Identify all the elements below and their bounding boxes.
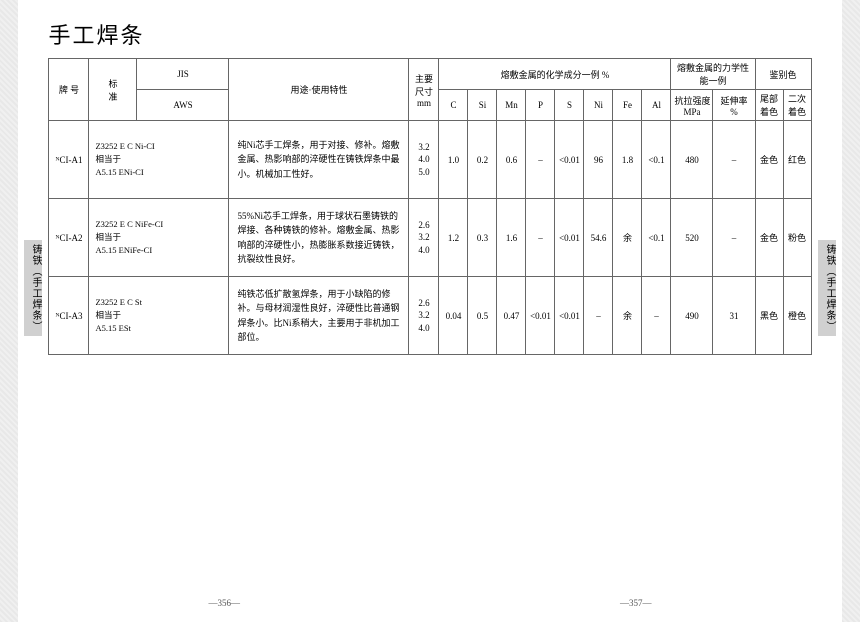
- cell-col1: 黑色: [755, 277, 783, 355]
- cell-elong: –: [713, 121, 755, 199]
- cell-S: <0.01: [555, 199, 584, 277]
- cell-Mn: 0.47: [497, 277, 526, 355]
- th-size: 主要 尺寸 mm: [409, 59, 439, 121]
- cell-P: –: [526, 199, 555, 277]
- cell-Si: 0.5: [468, 277, 497, 355]
- cell-std: Z3252 E C St 相当于 A5.15 ESt: [89, 277, 229, 355]
- cell-S: <0.01: [555, 121, 584, 199]
- page-title: 手工焊条: [48, 18, 811, 50]
- cell-std: Z3252 E C Ni-CI 相当于 A5.15 ENi-CI: [89, 121, 229, 199]
- cell-col2: 红色: [783, 121, 811, 199]
- cell-tensile: 520: [671, 199, 713, 277]
- th-use: 用途·使用特性: [229, 59, 409, 121]
- cell-col1: 金色: [755, 121, 783, 199]
- cell-Si: 0.2: [468, 121, 497, 199]
- th-color: 鉴别色: [755, 59, 811, 90]
- table-row: ᴺCI-A1Z3252 E C Ni-CI 相当于 A5.15 ENi-CI纯N…: [49, 121, 811, 199]
- cell-size: 3.2 4.0 5.0: [409, 121, 439, 199]
- table-row: ᴺCI-A3Z3252 E C St 相当于 A5.15 ESt纯铁芯低扩散氢焊…: [49, 277, 811, 355]
- cell-Al: –: [642, 277, 671, 355]
- th-chem: 熔敷金属的化学成分一例 %: [439, 59, 671, 90]
- th-grade: 牌 号: [49, 59, 89, 121]
- cell-C: 1.2: [439, 199, 468, 277]
- th-aws: AWS: [137, 90, 229, 121]
- cell-Fe: 1.8: [613, 121, 642, 199]
- page-right: —357—: [620, 598, 652, 608]
- cell-Fe: 余: [613, 199, 642, 277]
- cell-tensile: 480: [671, 121, 713, 199]
- cell-size: 2.6 3.2 4.0: [409, 277, 439, 355]
- cell-Si: 0.3: [468, 199, 497, 277]
- cell-tensile: 490: [671, 277, 713, 355]
- cell-elong: –: [713, 199, 755, 277]
- th-jis: JIS: [137, 59, 229, 90]
- cell-P: <0.01: [526, 277, 555, 355]
- cell-grade: ᴺCI-A3: [49, 277, 89, 355]
- side-tab-left: 铸铁（手工焊条）: [24, 240, 42, 336]
- side-tab-right: 铸铁（手工焊条）: [818, 240, 836, 336]
- cell-grade: ᴺCI-A2: [49, 199, 89, 277]
- cell-S: <0.01: [555, 277, 584, 355]
- cell-use: 纯铁芯低扩散氢焊条，用于小缺陷的修补。与母材润湿性良好，淬硬性比普通钢焊条小。比…: [229, 277, 409, 355]
- table-row: ᴺCI-A2Z3252 E C NiFe-CI 相当于 A5.15 ENiFe-…: [49, 199, 811, 277]
- cell-C: 0.04: [439, 277, 468, 355]
- cell-Mn: 1.6: [497, 199, 526, 277]
- cell-Al: <0.1: [642, 121, 671, 199]
- cell-col2: 粉色: [783, 199, 811, 277]
- th-mech: 熔敷金属的力学性能一例: [671, 59, 755, 90]
- cell-Ni: 54.6: [584, 199, 613, 277]
- cell-Ni: –: [584, 277, 613, 355]
- cell-use: 纯Ni芯手工焊条，用于对接、修补。熔敷金属、热影响部的淬硬性在铸铁焊条中最小。机…: [229, 121, 409, 199]
- cell-Ni: 96: [584, 121, 613, 199]
- cell-Fe: 余: [613, 277, 642, 355]
- cell-P: –: [526, 121, 555, 199]
- th-std: 标 准: [89, 59, 137, 121]
- cell-elong: 31: [713, 277, 755, 355]
- cell-Mn: 0.6: [497, 121, 526, 199]
- cell-size: 2.6 3.2 4.0: [409, 199, 439, 277]
- cell-col1: 金色: [755, 199, 783, 277]
- cell-C: 1.0: [439, 121, 468, 199]
- cell-col2: 橙色: [783, 277, 811, 355]
- cell-grade: ᴺCI-A1: [49, 121, 89, 199]
- welding-rod-table: 牌 号 标 准 JIS 用途·使用特性 主要 尺寸 mm 熔敷金属的化学成分一例…: [48, 58, 811, 355]
- page-left: —356—: [208, 598, 240, 608]
- cell-std: Z3252 E C NiFe-CI 相当于 A5.15 ENiFe-CI: [89, 199, 229, 277]
- cell-Al: <0.1: [642, 199, 671, 277]
- cell-use: 55%Ni芯手工焊条，用于球状石墨铸铁的焊接、各种铸铁的修补。熔敷金属、热影响部…: [229, 199, 409, 277]
